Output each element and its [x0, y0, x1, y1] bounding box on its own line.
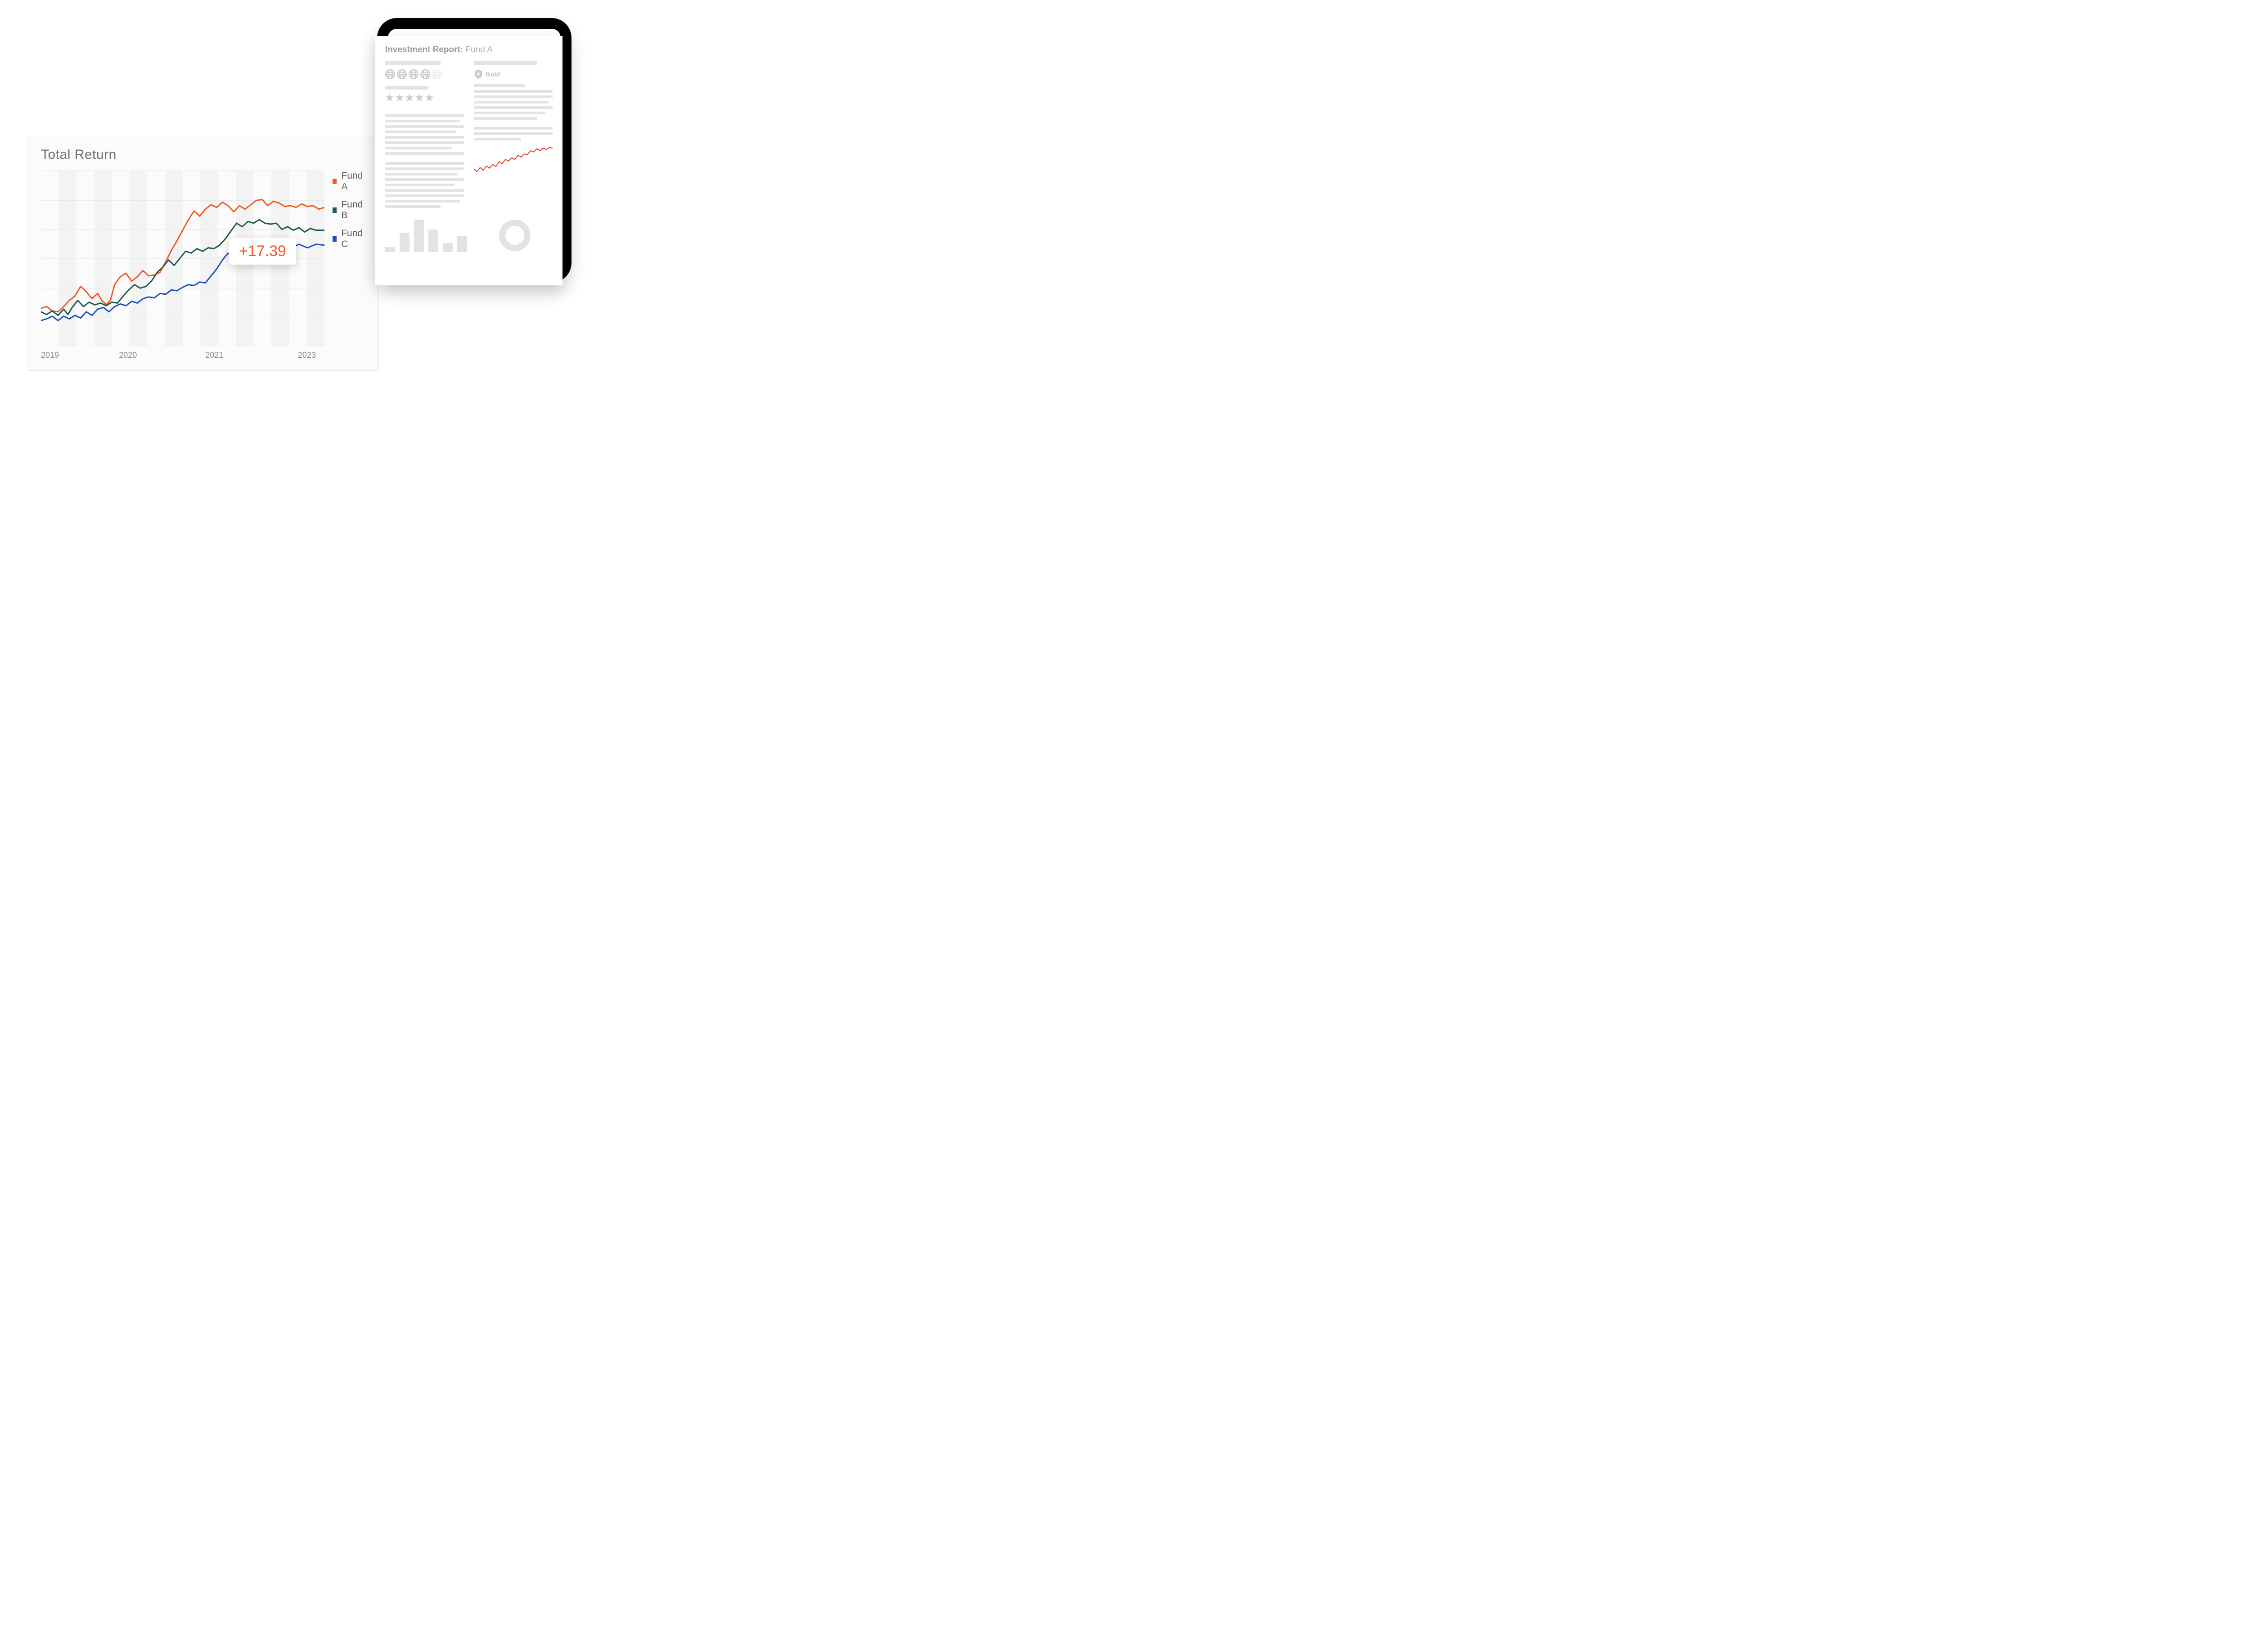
x-tick: 2023: [298, 351, 316, 360]
placeholder-line: [385, 167, 464, 170]
placeholder-line: [385, 200, 460, 203]
mini-bar: [457, 236, 467, 252]
star-icon: [415, 93, 424, 104]
chart-body: +17.39 2019202020212023 Fund AFund BFund…: [41, 171, 365, 351]
x-axis: 2019 2020 2021 2023: [41, 351, 324, 361]
star-icon: [395, 93, 404, 104]
report-title: Investment Report: Fund A: [385, 45, 553, 55]
globe-icon: [432, 69, 442, 81]
placeholder-line: [385, 131, 456, 133]
donut-chart-mini: [477, 219, 553, 252]
mini-bar: [428, 230, 438, 252]
report-bottom-charts: [385, 219, 553, 252]
donut-svg: [498, 219, 531, 252]
mini-bar: [414, 220, 424, 252]
report-left-col: [385, 61, 464, 211]
placeholder-line: [474, 132, 553, 135]
placeholder-block: [474, 90, 553, 120]
globe-rating: [385, 69, 464, 81]
placeholder-line: [474, 84, 525, 87]
placeholder-line: [385, 141, 464, 144]
line-chart-svg: [41, 171, 324, 346]
chart-legend: Fund A Fund B Fund C: [324, 171, 365, 351]
chart-plot-area: +17.39 2019202020212023: [41, 171, 324, 351]
legend-swatch: [333, 179, 337, 184]
placeholder-line: [474, 138, 521, 140]
placeholder-line: [385, 184, 454, 186]
placeholder-line: [385, 189, 464, 192]
placeholder-line: [474, 117, 537, 120]
placeholder-line: [385, 162, 464, 165]
x-tick: 2019: [41, 351, 59, 360]
tablet-frame: Investment Report: Fund A: [377, 18, 572, 283]
placeholder-line: [474, 95, 553, 98]
placeholder-line: [474, 112, 545, 114]
placeholder-line: [385, 86, 428, 90]
globe-icon: [409, 69, 418, 81]
placeholder-line: [385, 205, 441, 208]
report-columns: Gold: [385, 61, 553, 211]
placeholder-line: [474, 61, 537, 65]
legend-label: Fund C: [341, 228, 365, 250]
placeholder-line: [385, 120, 460, 122]
legend-label: Fund B: [341, 199, 365, 221]
placeholder-line: [385, 194, 464, 197]
globe-icon: [420, 69, 430, 81]
placeholder-line: [385, 61, 441, 65]
total-return-card: Total Return +17.39 2019202020212023 Fun…: [27, 136, 379, 371]
placeholder-block: [385, 114, 464, 155]
x-tick: 2020: [119, 351, 137, 360]
placeholder-line: [385, 114, 464, 117]
bar-chart-mini: [385, 220, 467, 252]
globe-icon: [385, 69, 395, 81]
legend-item: Fund B: [333, 199, 365, 221]
legend-item: Fund C: [333, 228, 365, 250]
x-tick: 2021: [205, 351, 223, 360]
placeholder-line: [385, 147, 452, 149]
sparkline-chart: [474, 145, 553, 177]
star-icon: [425, 93, 434, 104]
placeholder-line: [385, 125, 464, 128]
report-title-prefix: Investment Report:: [385, 45, 463, 54]
placeholder-line: [474, 101, 549, 104]
legend-item: Fund A: [333, 171, 365, 192]
legend-swatch: [333, 207, 337, 213]
mini-bar: [443, 243, 453, 252]
badge-label: Gold: [486, 71, 500, 78]
mini-bar: [400, 233, 410, 252]
placeholder-block: [474, 127, 553, 140]
star-icon: [405, 93, 414, 104]
shield-icon: [474, 69, 483, 79]
star-rating: [385, 93, 464, 104]
report-right-col: Gold: [474, 61, 553, 211]
placeholder-line: [385, 152, 464, 155]
placeholder-block: [385, 162, 464, 208]
investment-report: Investment Report: Fund A: [375, 36, 562, 285]
chart-title: Total Return: [41, 147, 365, 162]
star-icon: [385, 93, 394, 104]
globe-icon: [397, 69, 407, 81]
placeholder-line: [385, 173, 458, 176]
placeholder-line: [474, 106, 553, 109]
report-title-fund: Fund A: [465, 45, 492, 54]
placeholder-line: [385, 178, 464, 181]
placeholder-line: [385, 136, 464, 139]
gold-badge: Gold: [474, 69, 553, 79]
legend-label: Fund A: [341, 171, 365, 192]
mini-bar: [385, 247, 395, 252]
legend-swatch: [333, 236, 337, 242]
placeholder-line: [474, 90, 553, 93]
placeholder-line: [474, 127, 553, 130]
